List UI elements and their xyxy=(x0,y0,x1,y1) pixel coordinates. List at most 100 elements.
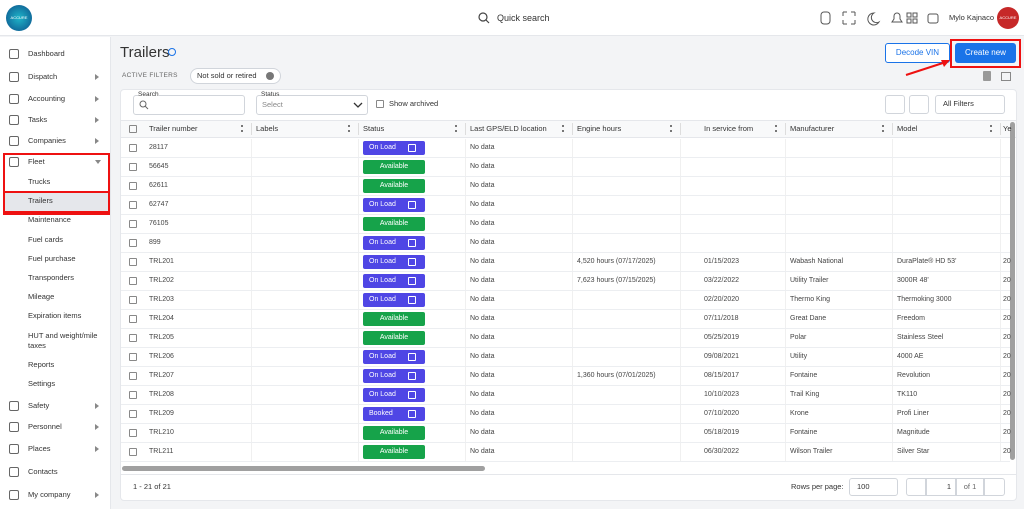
cell-divider xyxy=(785,139,786,157)
nav-subitem[interactable]: Maintenance xyxy=(28,215,71,225)
row-checkbox[interactable] xyxy=(129,372,137,380)
cell-text: 05/18/2019 xyxy=(704,428,739,438)
highlight-create xyxy=(950,39,1021,68)
column-header[interactable]: Status xyxy=(363,124,384,134)
row-checkbox[interactable] xyxy=(129,144,137,152)
search-icon xyxy=(478,12,490,24)
cell-text: 20 xyxy=(1003,428,1011,438)
cell-text: 07/10/2020 xyxy=(704,409,739,419)
status-text: On Load xyxy=(369,390,396,400)
nav-subitem[interactable]: Reports xyxy=(28,360,54,370)
export-icon[interactable] xyxy=(983,71,991,81)
row-checkbox[interactable] xyxy=(129,277,137,285)
nav-item[interactable]: Fleet xyxy=(28,157,45,167)
row-checkbox[interactable] xyxy=(129,220,137,228)
page-input[interactable]: 1 xyxy=(926,478,956,496)
row-checkbox[interactable] xyxy=(129,182,137,190)
row-checkbox[interactable] xyxy=(129,163,137,171)
nav-item[interactable]: Contacts xyxy=(28,467,58,477)
column-header[interactable]: Labels xyxy=(256,124,278,134)
next-page[interactable] xyxy=(984,478,1005,496)
row-checkbox[interactable] xyxy=(129,239,137,247)
nav-subitem[interactable]: Expiration items xyxy=(28,311,81,321)
cell-divider xyxy=(358,215,359,233)
cell-text: 20 xyxy=(1003,314,1011,324)
cell-divider xyxy=(892,158,893,176)
column-header[interactable]: Model xyxy=(897,124,917,134)
cell-text: Polar xyxy=(790,333,806,343)
row-checkbox[interactable] xyxy=(129,448,137,456)
nav-subitem[interactable]: Trailers xyxy=(28,196,53,206)
row-divider xyxy=(121,252,1010,253)
nav-item[interactable]: My company xyxy=(28,490,71,500)
row-checkbox[interactable] xyxy=(129,334,137,342)
nav-subitem[interactable]: Transponders xyxy=(28,273,74,283)
cell-divider xyxy=(1000,253,1001,271)
nav-subitem[interactable]: Mileage xyxy=(28,292,54,302)
column-header[interactable]: In service from xyxy=(704,124,753,134)
cell-divider xyxy=(680,310,681,328)
nav-item[interactable]: Personnel xyxy=(28,422,62,432)
cell-divider xyxy=(358,253,359,271)
nav-item[interactable]: Tasks xyxy=(28,115,47,125)
nav-item[interactable]: Places xyxy=(28,444,51,454)
refresh-button[interactable] xyxy=(909,95,929,114)
cell-text: TRL208 xyxy=(149,390,174,400)
row-checkbox[interactable] xyxy=(129,410,137,418)
nav-subitem[interactable]: Fuel purchase xyxy=(28,254,76,264)
chip-remove[interactable] xyxy=(266,72,274,80)
column-header[interactable]: Last GPS/ELD location xyxy=(470,124,547,134)
cell-divider xyxy=(1000,348,1001,366)
help-icon[interactable] xyxy=(168,48,176,56)
cell-divider xyxy=(572,405,573,423)
nav-item[interactable]: Safety xyxy=(28,401,49,411)
prev-page[interactable] xyxy=(906,478,926,496)
avatar[interactable]: ACCURE xyxy=(997,7,1019,29)
row-checkbox[interactable] xyxy=(129,353,137,361)
column-divider xyxy=(572,123,573,135)
nav-subitem[interactable]: Trucks xyxy=(28,177,50,187)
show-archived-checkbox[interactable] xyxy=(376,100,384,108)
cell-divider xyxy=(251,291,252,309)
column-header[interactable]: Ye xyxy=(1003,124,1012,134)
quick-search[interactable]: Quick search xyxy=(497,13,550,23)
nav-item[interactable]: Accounting xyxy=(28,94,65,104)
link-icon xyxy=(408,372,416,380)
row-checkbox[interactable] xyxy=(129,296,137,304)
row-checkbox[interactable] xyxy=(129,315,137,323)
user-name[interactable]: Mylo Kajnaco xyxy=(949,13,994,22)
column-header[interactable]: Manufacturer xyxy=(790,124,834,134)
row-checkbox[interactable] xyxy=(129,258,137,266)
link-icon xyxy=(408,296,416,304)
cell-divider xyxy=(785,253,786,271)
nav-subitem[interactable]: Settings xyxy=(28,379,55,389)
cell-divider xyxy=(465,367,466,385)
cell-text: Utility Trailer xyxy=(790,276,829,286)
row-divider xyxy=(121,309,1010,310)
row-checkbox[interactable] xyxy=(129,201,137,209)
rows-per-page-select[interactable]: 100 xyxy=(849,478,898,496)
nav-subitem[interactable]: Fuel cards xyxy=(28,235,63,245)
nav-icon xyxy=(9,49,19,59)
nav-icon xyxy=(9,444,19,454)
nav-item[interactable]: Dispatch xyxy=(28,72,57,82)
search-input[interactable] xyxy=(133,95,245,115)
nav-item[interactable]: Companies xyxy=(28,136,66,146)
column-header[interactable]: Engine hours xyxy=(577,124,621,134)
columns-icon[interactable] xyxy=(1001,72,1011,81)
cell-divider xyxy=(785,158,786,176)
cell-divider xyxy=(251,310,252,328)
cell-text: Great Dane xyxy=(790,314,826,324)
nav-item[interactable]: Dashboard xyxy=(28,49,65,59)
row-divider xyxy=(121,290,1010,291)
cell-divider xyxy=(358,329,359,347)
column-header[interactable]: Trailer number xyxy=(149,124,198,134)
checkbox[interactable] xyxy=(129,125,137,133)
cell-divider xyxy=(572,234,573,252)
row-checkbox[interactable] xyxy=(129,429,137,437)
fullscreen-button[interactable] xyxy=(885,95,905,114)
row-checkbox[interactable] xyxy=(129,391,137,399)
cell-divider xyxy=(892,234,893,252)
nav-subitem[interactable]: HUT and weight/mile taxes xyxy=(28,331,106,351)
column-menu xyxy=(670,125,672,132)
